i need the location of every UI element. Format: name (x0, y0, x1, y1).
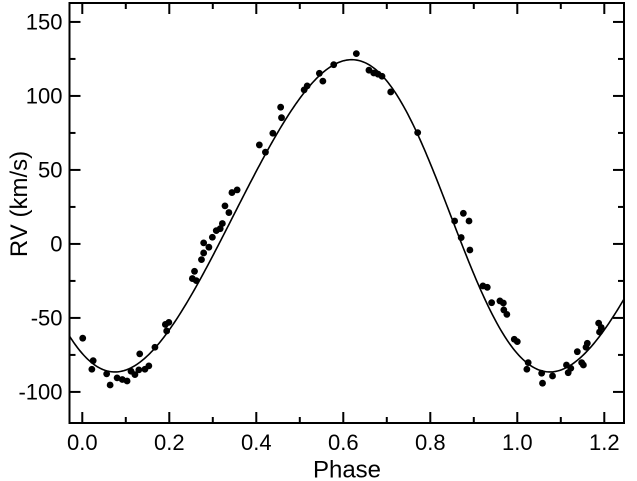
data-point (503, 310, 511, 318)
data-point (513, 338, 521, 345)
data-point (277, 103, 285, 111)
data-point (457, 234, 465, 241)
x-tick-label: 0.8 (415, 430, 446, 455)
data-point (255, 141, 263, 149)
data-point (200, 249, 208, 257)
data-point (278, 114, 285, 122)
data-point (191, 267, 198, 275)
x-tick-label: 0.4 (241, 430, 272, 455)
data-point (597, 324, 605, 331)
data-point (208, 233, 216, 241)
data-point (136, 350, 144, 358)
plot-frame (68, 2, 625, 424)
y-tick-label: 100 (26, 83, 63, 108)
data-point (483, 283, 491, 291)
data-point (466, 246, 474, 254)
data-point (414, 129, 422, 137)
data-point (89, 357, 97, 365)
data-point (523, 365, 531, 373)
y-tick-label: 0 (50, 231, 62, 256)
data-point (488, 299, 496, 307)
data-point (330, 61, 338, 69)
data-point (151, 343, 159, 351)
data-point (465, 217, 473, 225)
data-point (113, 374, 121, 382)
data-point (524, 359, 532, 367)
data-point (573, 348, 581, 356)
data-point (262, 148, 269, 156)
data-point (583, 339, 591, 347)
x-tick-label: 0.2 (154, 430, 185, 455)
data-point (459, 209, 467, 217)
data-point (165, 318, 173, 326)
y-tick-label: -100 (18, 379, 62, 404)
data-point (106, 381, 114, 389)
fit-curve (68, 58, 625, 373)
x-tick-label: 1.2 (589, 430, 620, 455)
data-point (315, 69, 323, 77)
data-point (131, 371, 139, 379)
data-point (192, 277, 200, 285)
data-point (378, 72, 386, 80)
chart-generated-content: 0.0 0.2 0.4 0.6 0.8 1.0 1.2 -100 -50 0 50 100 150 (18, 2, 625, 455)
data-point (123, 377, 131, 385)
data-point (567, 364, 575, 372)
data-point (352, 50, 360, 58)
y-tick-label: 150 (26, 9, 63, 34)
y-axis-title: RV (km/s) (6, 151, 33, 257)
data-point (218, 220, 226, 227)
data-point (233, 186, 241, 194)
data-point (135, 366, 143, 374)
x-tick-label: 0.0 (67, 430, 98, 455)
data-point (163, 327, 171, 335)
data-point (580, 361, 587, 369)
data-point (200, 239, 208, 247)
data-point (205, 243, 213, 251)
data-point (539, 379, 546, 387)
data-point (103, 370, 111, 378)
data-point (303, 82, 311, 90)
data-point (79, 334, 87, 342)
data-point (225, 209, 233, 216)
data-point (228, 189, 236, 196)
data-point (538, 369, 546, 377)
data-point (499, 299, 507, 307)
data-point (221, 202, 229, 210)
x-tick-label: 1.0 (502, 430, 533, 455)
data-point (387, 88, 395, 96)
y-tick-label: 50 (38, 157, 62, 182)
data-point (88, 365, 96, 373)
x-axis-title: Phase (313, 457, 381, 481)
y-tick-label: -50 (31, 305, 63, 330)
data-point (549, 372, 556, 380)
data-point (198, 256, 205, 264)
data-point (145, 362, 153, 370)
x-tick-label: 0.6 (328, 430, 359, 455)
data-point (451, 217, 459, 225)
data-point (216, 225, 224, 233)
data-point (269, 129, 277, 137)
data-point (319, 77, 327, 85)
